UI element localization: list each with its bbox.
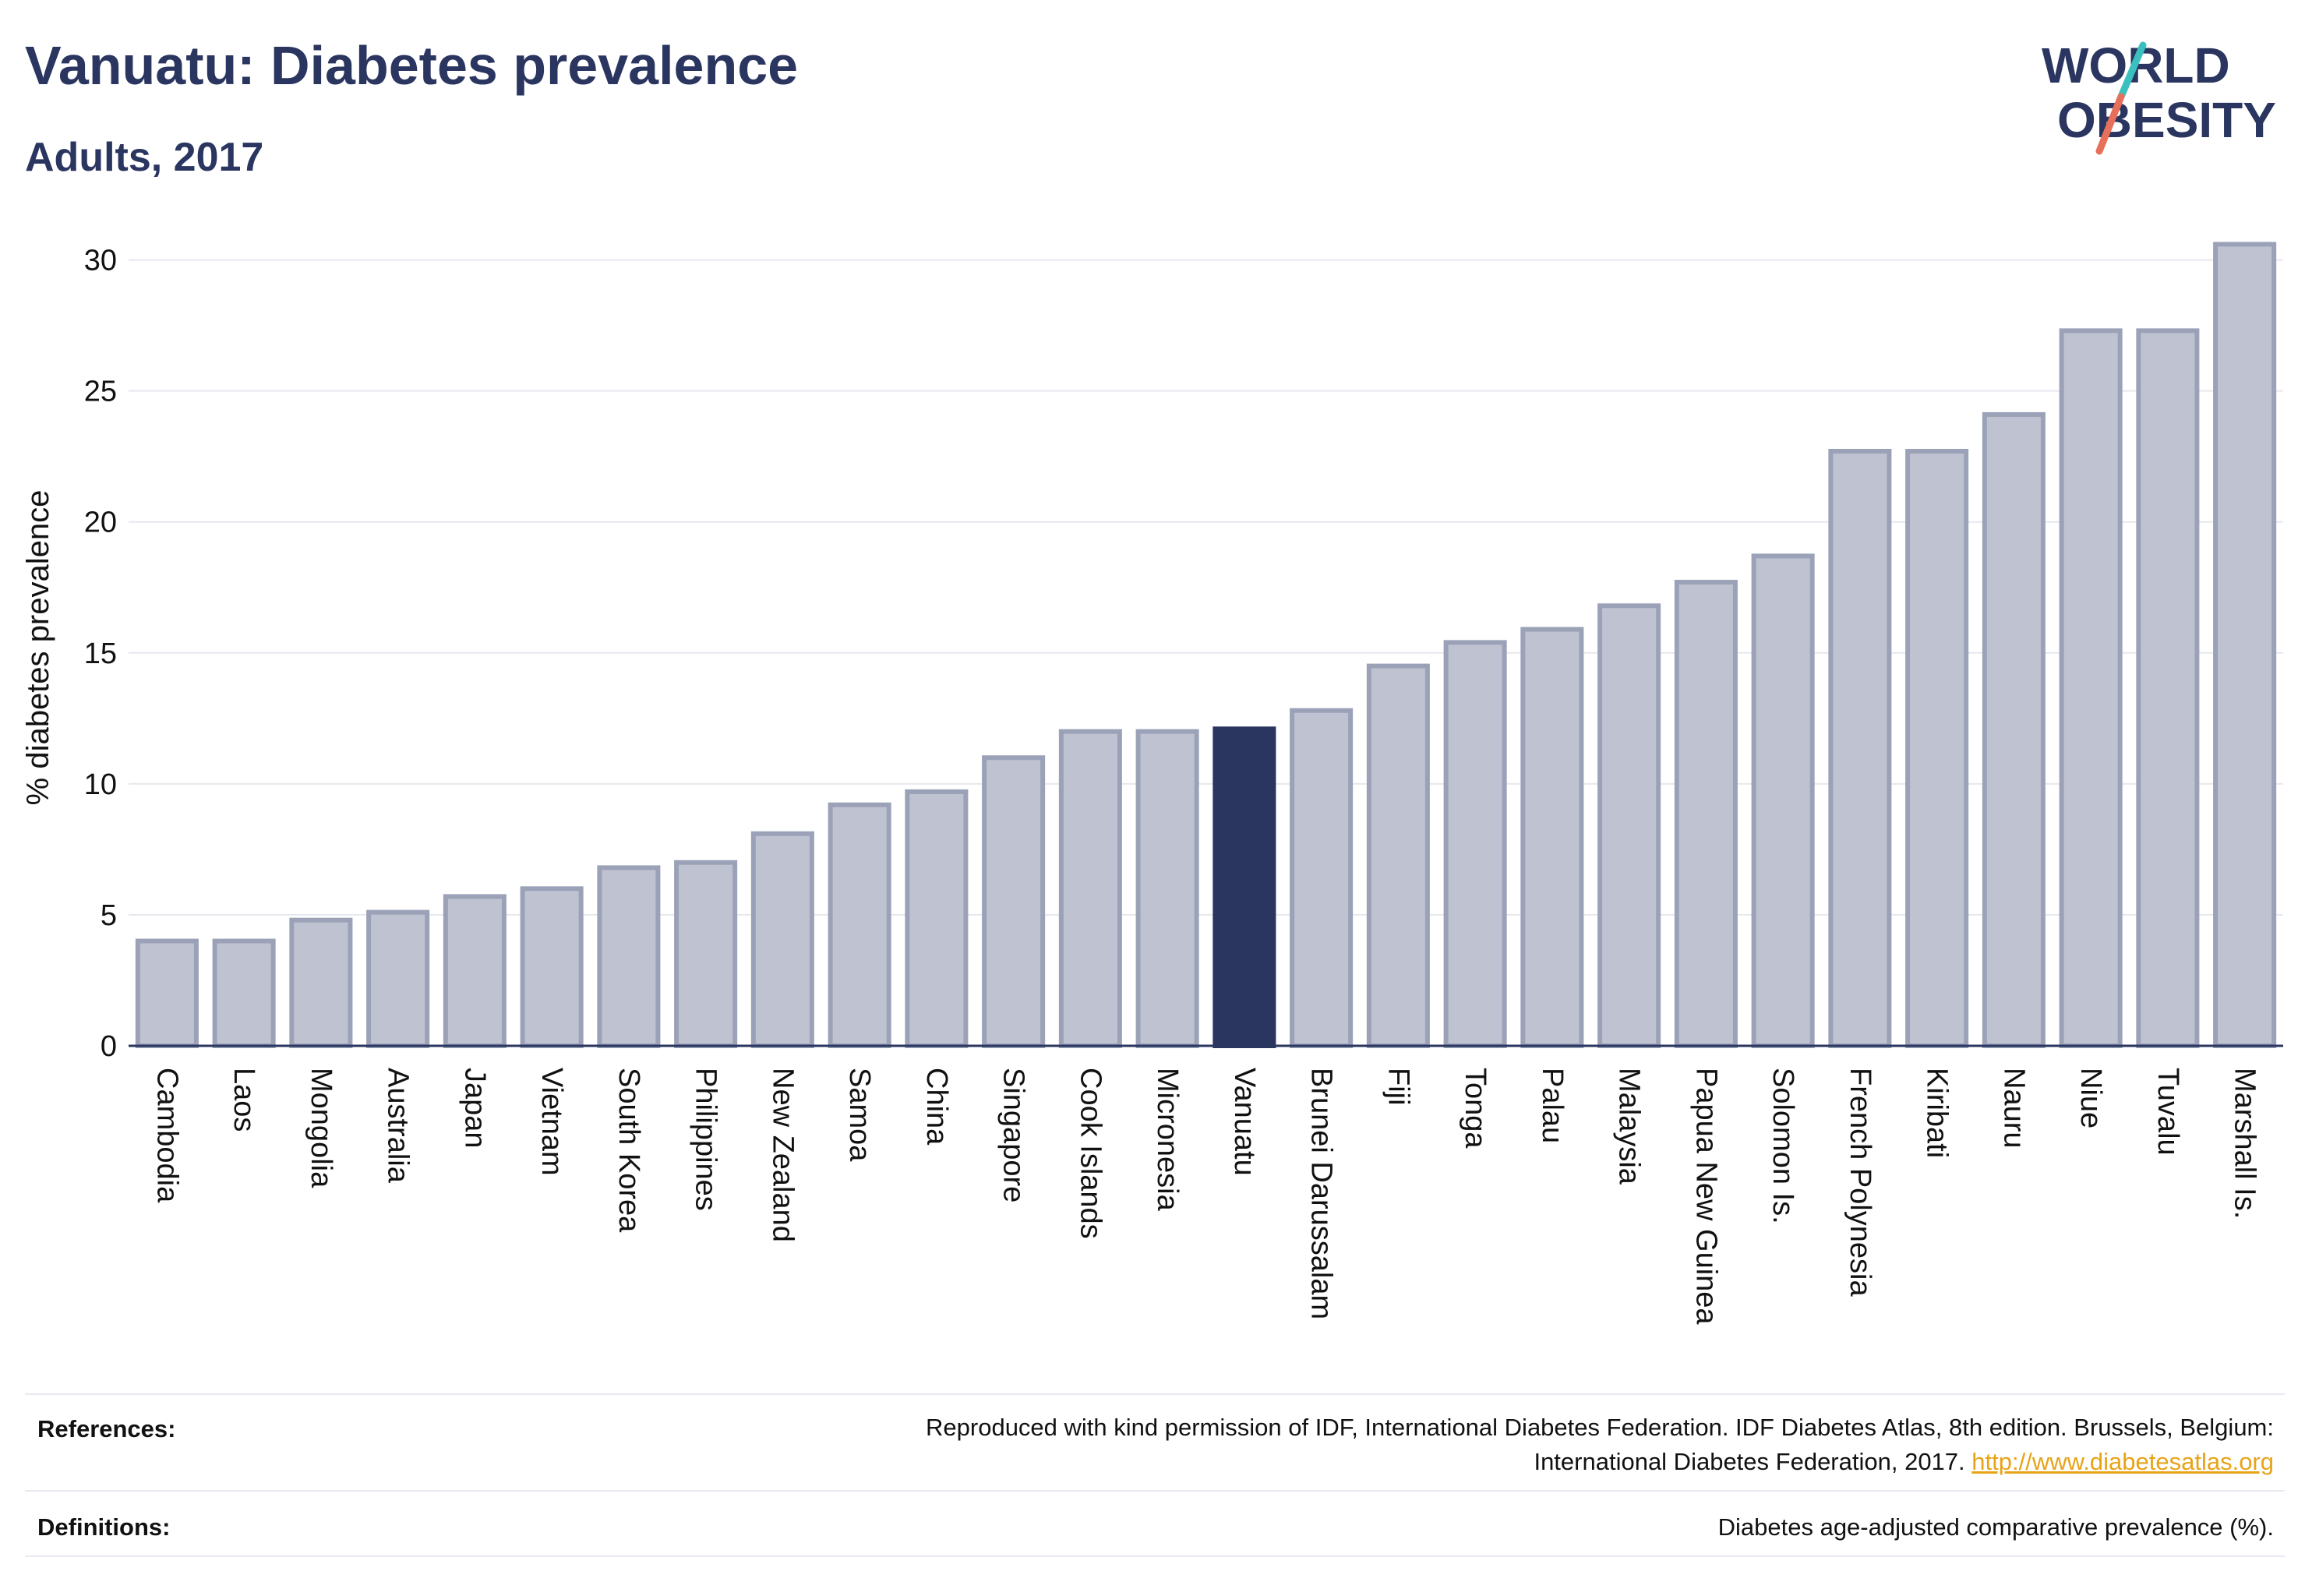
x-tick-label: New Zealand [766,1068,799,1242]
y-tick-label: 15 [84,637,117,670]
bar-singapore [982,755,1046,1048]
bar-niue [2059,328,2123,1048]
footer-divider-bottom [25,1555,2285,1557]
x-tick-label: Nauru [1997,1068,2030,1149]
x-tick-label: Vietnam [535,1068,568,1176]
x-tick-label: Niue [2074,1068,2107,1128]
definitions-text: Diabetes age-adjusted comparative preval… [1717,1513,2274,1541]
footer-divider-top [25,1393,2285,1395]
bar-cambodia [135,938,199,1048]
bar-chart: 0 5 10 15 20 25 30 % diabetes prevalence Cambo… [21,242,2283,1325]
x-axis-tick-labels: Cambodia Laos Mongolia Australia Japan Vietna… [150,1068,2261,1325]
x-tick-label: Australia [382,1068,415,1184]
x-tick-label: Tuvalu [2151,1068,2184,1156]
bar-vanuatu [1213,726,1276,1048]
bar-new-zealand [750,831,814,1048]
world-obesity-logo: WORLD OBESITY [2042,37,2276,155]
x-tick-label: Papua New Guinea [1689,1068,1722,1325]
bar-vietnam [520,886,584,1049]
x-tick-label: Philippines [690,1068,722,1211]
bar-solomon-is- [1751,553,1815,1048]
y-tick-label: 25 [84,376,117,408]
bar-tonga [1443,640,1507,1048]
x-tick-label: Laos [228,1068,260,1132]
bar-philippines [674,860,738,1049]
bar-papua-new-guinea [1674,580,1738,1048]
y-tick-label: 20 [84,507,117,539]
x-tick-label: Japan [458,1068,491,1149]
x-tick-label: Mongolia [305,1068,337,1188]
chart-subtitle: Adults, 2017 [25,135,264,180]
bar-australia [366,909,430,1049]
bar-japan [443,894,507,1049]
y-tick-label: 10 [84,768,117,801]
x-tick-label: South Korea [612,1068,645,1233]
bar-cook-islands [1058,729,1122,1048]
bar-fiji [1366,663,1430,1048]
x-tick-label: Vanuatu [1228,1068,1261,1176]
references-text: Reproduced with kind permission of IDF, … [559,1411,2274,1479]
x-tick-label: Samoa [843,1068,876,1162]
bar-tuvalu [2136,328,2200,1048]
bar-french-polynesia [1828,448,1892,1048]
x-tick-label: Tonga [1459,1068,1491,1149]
bar-laos [212,938,276,1048]
bar-micronesia [1135,729,1199,1048]
bar-china [905,789,969,1048]
references-label: References: [37,1415,176,1442]
y-axis-ticks: 0 5 10 15 20 25 30 [84,245,117,1063]
diabetes-atlas-link[interactable]: http://www.diabetesatlas.org [1971,1448,2274,1475]
x-tick-label: Cambodia [150,1068,183,1203]
footer-divider-middle [25,1490,2285,1492]
references-line-2-text: International Diabetes Federation, 2017. [1534,1448,1972,1475]
y-tick-label: 5 [101,899,117,932]
logo-slash-coral [2095,93,2125,155]
x-tick-label: Cook Islands [1074,1068,1107,1239]
y-tick-label: 30 [84,245,117,277]
bar-nauru [1982,411,2046,1048]
logo-line2: OBESITY [2057,92,2276,148]
references-line-1: Reproduced with kind permission of IDF, … [926,1414,2274,1441]
x-tick-label: Solomon Is. [1767,1068,1799,1224]
bar-malaysia [1597,603,1661,1048]
x-tick-label: Brunei Darussalam [1305,1068,1338,1319]
bar-palau [1520,627,1584,1048]
x-tick-label: Fiji [1382,1068,1414,1106]
x-tick-label: Singapore [997,1068,1030,1202]
logo-slash-teal [2117,41,2147,101]
bar-brunei-darussalam [1290,708,1354,1048]
bar-marshall-is- [2213,242,2277,1048]
bar-mongolia [289,917,353,1049]
references-line-2: International Diabetes Federation, 2017.… [559,1445,2274,1479]
bar-south-korea [597,865,661,1048]
x-tick-label: French Polynesia [1844,1068,1876,1297]
bars [135,242,2277,1049]
y-tick-label: 0 [101,1030,117,1063]
bar-samoa [828,802,891,1048]
x-tick-label: Malaysia [1613,1068,1646,1185]
chart-title: Vanuatu: Diabetes prevalence [25,35,799,96]
x-tick-label: Micronesia [1151,1068,1184,1212]
x-tick-label: Palau [1536,1068,1569,1143]
bar-kiribati [1905,448,1969,1048]
x-tick-label: Kiribati [1921,1068,1954,1158]
x-tick-label: China [920,1068,953,1146]
x-tick-label: Marshall Is. [2229,1068,2261,1219]
definitions-label: Definitions: [37,1513,171,1541]
y-axis-label: % diabetes prevalence [21,490,55,806]
